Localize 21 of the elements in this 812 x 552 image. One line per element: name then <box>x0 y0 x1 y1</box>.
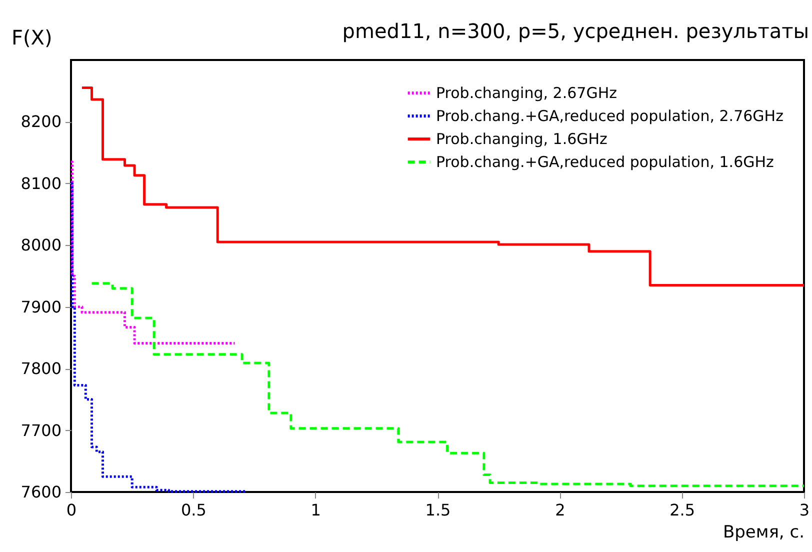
y-tick-label: 7800 <box>20 359 62 378</box>
x-tick-label: 2 <box>555 500 566 520</box>
y-tick-label: 8000 <box>20 236 62 255</box>
x-tick-label: 2.5 <box>670 500 696 520</box>
x-tick-label: 0 <box>66 500 77 520</box>
chart-title: pmed11, n=300, p=5, усреднен. результаты <box>342 19 810 43</box>
legend-label: Prob.changing, 1.6GHz <box>436 130 608 148</box>
y-tick-label: 8200 <box>20 112 62 132</box>
legend-label: Prob.chang.+GA,reduced population, 1.6GHz <box>436 153 774 171</box>
y-tick-label: 7600 <box>20 482 62 502</box>
x-axis-title: Время, с. <box>722 522 804 542</box>
x-tick-label: 0.5 <box>180 500 206 520</box>
legend-label: Prob.changing, 2.67GHz <box>436 84 618 102</box>
y-axis-title: F(X) <box>12 26 52 50</box>
y-tick-label: 8100 <box>20 174 62 193</box>
x-tick-label: 3 <box>799 500 810 520</box>
x-tick-label: 1.5 <box>425 500 451 520</box>
legend-label: Prob.chang.+GA,reduced population, 2.76GHz <box>436 107 784 125</box>
x-tick-label: 1 <box>310 500 321 520</box>
y-tick-label: 7900 <box>20 297 62 316</box>
y-tick-label: 7700 <box>20 420 62 440</box>
